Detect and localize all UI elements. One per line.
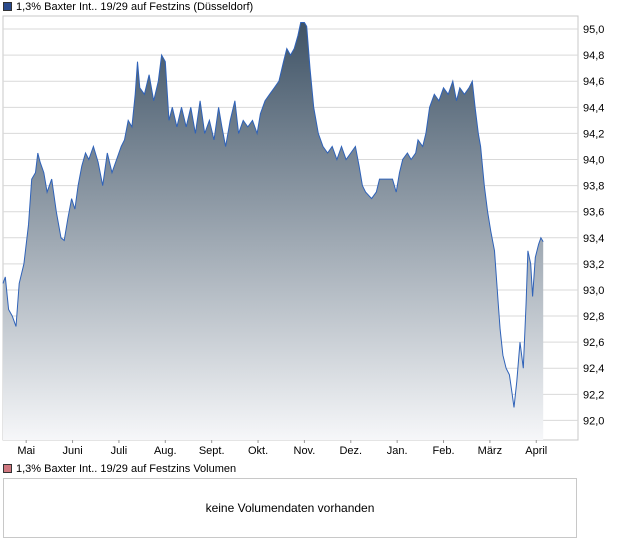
x-tick-label: Aug. xyxy=(154,445,177,457)
volume-legend: 1,3% Baxter Int.. 19/29 auf Festzins Vol… xyxy=(3,463,236,476)
y-tick-label: 93,2 xyxy=(583,259,604,271)
x-tick-label: Dez. xyxy=(339,445,362,457)
y-tick-label: 94,4 xyxy=(583,102,604,114)
y-tick-label: 93,8 xyxy=(583,181,604,193)
price-legend-swatch xyxy=(3,2,12,11)
x-tick-label: Nov. xyxy=(294,445,316,457)
x-tick-label: Sept. xyxy=(199,445,225,457)
price-chart: 95,0 94,8 94,6 94,4 94,2 94,0 93,8 93,6 93,4 93,2… xyxy=(2,15,604,457)
x-tick-label: Juni xyxy=(62,445,82,457)
x-tick-label: April xyxy=(525,445,547,457)
x-tick-label: Feb. xyxy=(433,445,455,457)
y-tick-label: 94,0 xyxy=(583,155,604,167)
y-tick-label: 93,0 xyxy=(583,285,604,297)
volume-empty-message: keine Volumendaten vorhanden xyxy=(205,501,375,515)
y-tick-label: 95,0 xyxy=(583,24,604,36)
y-tick-label: 92,6 xyxy=(583,337,604,349)
x-tick-label: Jan. xyxy=(387,445,408,457)
price-legend: 1,3% Baxter Int.. 19/29 auf Festzins (Dü… xyxy=(3,1,253,14)
y-tick-label: 94,2 xyxy=(583,128,604,140)
volume-panel: keine Volumendaten vorhanden xyxy=(3,478,577,538)
y-tick-label: 94,6 xyxy=(583,76,604,88)
y-tick-label: 92,2 xyxy=(583,389,604,401)
y-tick-label: 93,6 xyxy=(583,207,604,219)
volume-legend-label: 1,3% Baxter Int.. 19/29 auf Festzins Vol… xyxy=(16,463,237,475)
x-tick-label: Juli xyxy=(111,445,128,457)
price-line xyxy=(2,22,544,408)
y-tick-label: 92,8 xyxy=(583,311,604,323)
volume-legend-swatch xyxy=(3,464,12,473)
y-tick-label: 92,4 xyxy=(583,363,604,375)
x-tick-label: Mai xyxy=(17,445,35,457)
x-tick-label: Okt. xyxy=(248,445,268,457)
y-tick-label: 92,0 xyxy=(583,415,604,427)
x-tick-label: März xyxy=(478,445,502,457)
price-legend-label: 1,3% Baxter Int.. 19/29 auf Festzins (Dü… xyxy=(16,1,254,13)
y-tick-label: 94,8 xyxy=(583,50,604,62)
y-axis: 95,0 94,8 94,6 94,4 94,2 94,0 93,8 93,6 93,4 93,2… xyxy=(583,24,604,427)
price-area xyxy=(3,22,544,440)
y-tick-label: 93,4 xyxy=(583,233,604,245)
x-axis: Mai Juni Juli Aug. Sept. Okt. Nov. Dez. Jan. Feb.… xyxy=(17,440,547,457)
